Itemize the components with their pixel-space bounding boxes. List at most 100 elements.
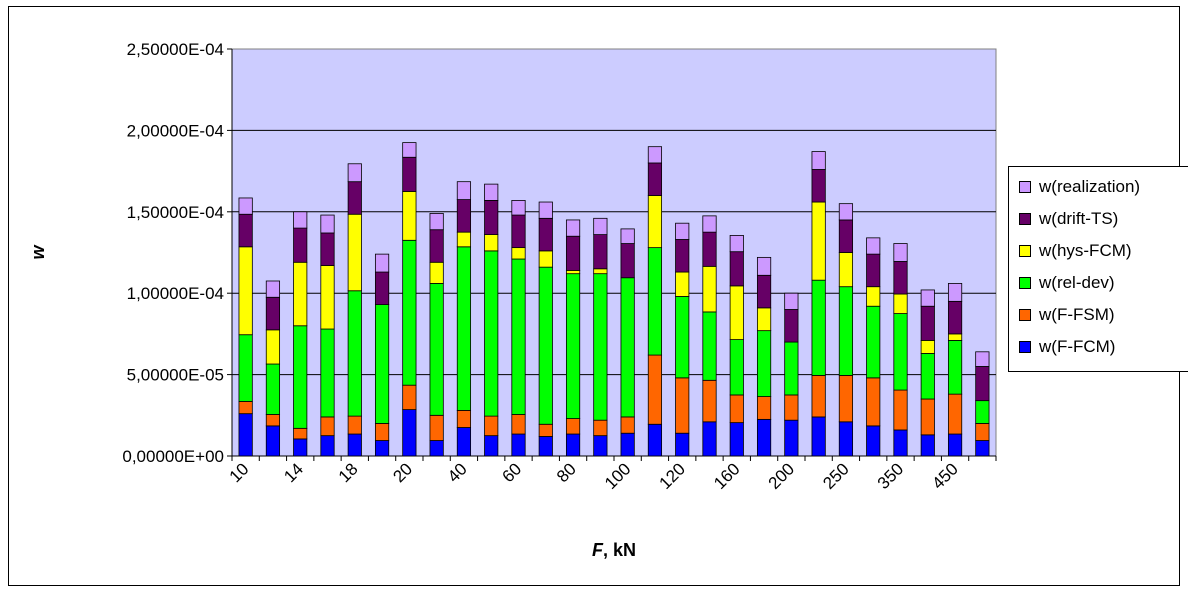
bar-segment-w-rel-dev [484,250,499,417]
bar-segment-w-realization [920,289,935,307]
bar-segment-w-drift-ts [538,217,553,252]
x-tick-label: 450 [928,459,961,492]
bar-segment-w-f-fsm [538,423,553,437]
bar-segment-w-f-fsm [756,396,772,420]
y-tick-label: 0,00000E+00 [122,447,224,466]
legend-label-drift-ts: w(drift-TS) [1039,209,1119,228]
bar-segment-w-f-fsm [893,389,908,431]
bar-segment-w-rel-dev [756,330,772,397]
bar-segment-w-realization [620,228,635,244]
bar-segment-w-f-fsm [947,393,963,435]
bar-segment-w-rel-dev [511,258,526,415]
bar-segment-w-drift-ts [238,213,253,248]
y-axis-title: w [28,245,48,260]
bar-segment-w-realization [320,214,335,234]
bar-segment-w-f-fcm [920,434,935,457]
bar-segment-w-drift-ts [702,231,717,267]
bar-segment-w-hys-fcm [429,261,444,284]
bar-segment-w-realization [702,215,717,233]
bar-segment-w-f-fsm [429,414,444,441]
legend-swatch-realization [1019,181,1031,193]
bar-segment-w-drift-ts [920,305,935,341]
x-tick-label: 350 [874,459,907,492]
bar-segment-w-rel-dev [456,246,472,411]
bar-segment-w-realization [756,256,772,276]
bar-segment-w-f-fcm [429,440,444,457]
bar-segment-w-drift-ts [784,309,799,343]
bar-segment-w-f-fcm [756,418,772,457]
bar-segment-w-rel-dev [702,311,717,381]
bar-segment-w-hys-fcm [293,261,308,327]
bar-segment-w-hys-fcm [947,333,963,341]
legend-swatch-f-fcm [1019,341,1031,353]
bar-segment-w-realization [593,217,608,235]
bar-segment-w-realization [374,253,390,273]
bar-segment-w-realization [947,283,963,302]
x-tick-label: 250 [819,459,852,492]
bar-segment-w-f-fsm [866,377,881,427]
bar-segment-w-drift-ts [947,300,963,335]
plot-area [231,48,997,457]
bar-segment-w-f-fsm [456,410,472,428]
bar-segment-w-f-fcm [347,433,362,457]
bar-segment-w-rel-dev [975,400,990,424]
bar-segment-w-hys-fcm [675,271,690,297]
bar-segment-w-drift-ts [484,200,499,235]
bar-segment-w-realization [565,219,581,237]
bar-segment-w-drift-ts [975,366,990,402]
x-tick-label: 10 [226,459,253,486]
x-tick-label: 60 [499,459,526,486]
bar-segment-w-realization [975,351,990,367]
bar-segment-w-hys-fcm [811,201,826,281]
bar-segment-w-f-fsm [975,423,990,441]
legend-item-realization: w(realization) [1019,175,1140,199]
bar-segment-w-drift-ts [402,156,417,192]
bar-segment-w-f-fcm [675,432,690,457]
bar-segment-w-realization [347,163,362,183]
bar-segment-w-f-fcm [593,435,608,457]
bar-segment-w-realization [265,280,281,298]
y-tick-label: 2,00000E-04 [127,121,224,140]
bar-segment-w-rel-dev [402,239,417,386]
bar-segment-w-f-fcm [238,413,253,457]
bar-segment-w-drift-ts [729,251,744,287]
bar-segment-w-f-fsm [484,415,499,437]
bar-segment-w-hys-fcm [593,268,608,275]
bar-segment-w-rel-dev [347,290,362,417]
bar-segment-w-hys-fcm [729,285,744,340]
bar-segment-w-realization [538,201,553,219]
legend-item-f-fsm: w(F-FSM) [1019,303,1115,327]
bar-segment-w-hys-fcm [511,247,526,260]
bar-segment-w-rel-dev [538,266,553,425]
bar-segment-w-f-fcm [893,429,908,457]
bar-segment-w-realization [675,222,690,240]
bar-segment-w-rel-dev [238,334,253,402]
bar-segment-w-hys-fcm [538,250,553,268]
bar-segment-w-f-fcm [293,438,308,457]
bar-segment-w-f-fcm [484,435,499,457]
bar-segment-w-f-fsm [374,423,390,441]
bar-segment-w-rel-dev [320,328,335,418]
bar-segment-w-f-fcm [265,425,281,457]
bar-segment-w-f-fcm [811,416,826,457]
x-tick-label: 160 [710,459,743,492]
bar-segment-w-f-fcm [456,427,472,457]
bar-segment-w-rel-dev [293,325,308,429]
bar-segment-w-rel-dev [429,283,444,416]
bar-segment-w-f-fcm [374,440,390,457]
bar-segment-w-drift-ts [511,214,526,249]
bar-segment-w-rel-dev [784,341,799,396]
legend-label-realization: w(realization) [1039,177,1141,196]
x-tick-label: 80 [553,459,580,486]
bar-segment-w-realization [484,183,499,201]
bar-segment-w-f-fcm [866,425,881,457]
bar-segment-w-realization [866,237,881,255]
bar-segment-w-drift-ts [456,199,472,233]
bar-segment-w-rel-dev [947,340,963,395]
bar-segment-w-rel-dev [866,305,881,379]
bar-segment-w-hys-fcm [238,246,253,336]
bar-segment-w-drift-ts [756,274,772,309]
bar-segment-w-drift-ts [620,243,635,279]
y-tick-label: 1,00000E-04 [127,284,224,303]
